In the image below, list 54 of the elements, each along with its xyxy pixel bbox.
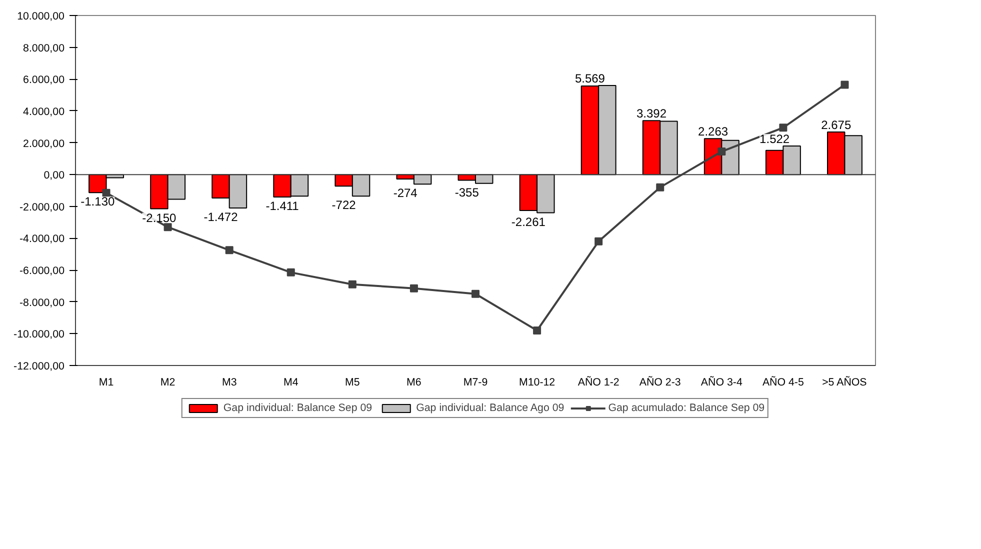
y-tick-label: 6.000,00	[23, 74, 65, 86]
y-tick-label: -12.000,00	[14, 360, 65, 372]
x-tick-label: AÑO 3-4	[700, 376, 742, 388]
point	[594, 237, 603, 246]
y-tick-label: -2.000,00	[19, 201, 65, 214]
x-tick-label: AÑO 4-5	[762, 376, 804, 388]
data-label: 3.392	[636, 106, 667, 121]
y-tick-label: 8.000,00	[23, 42, 65, 54]
x-tick-label: M10-12	[518, 376, 556, 388]
y-tick-label: 0,00	[44, 170, 65, 182]
y-tick-label: 10.000,00	[17, 10, 65, 22]
data-label: 1.522	[760, 132, 790, 146]
legend-label: Gap individual: Balance Sep 09	[223, 402, 372, 414]
data-label: -2.261	[511, 214, 546, 229]
x-tick-label: M3	[222, 376, 237, 388]
data-label: -355	[454, 185, 480, 200]
point	[840, 80, 849, 89]
y-tick-label: -4.000,00	[19, 233, 65, 246]
x-tick-label: M5	[345, 376, 360, 388]
point	[472, 290, 480, 298]
data-label: -1.472	[204, 210, 238, 224]
point	[410, 284, 418, 292]
data-label: 5.569	[574, 72, 606, 86]
point	[102, 188, 110, 197]
data-label: -1.411	[266, 199, 300, 214]
point	[225, 246, 234, 254]
data-label: 2.675	[821, 118, 852, 132]
data-label: -722	[332, 198, 356, 212]
x-tick-label: M1	[98, 376, 114, 388]
data-label: -274	[393, 186, 418, 200]
x-tick-label: M4	[283, 376, 298, 388]
point	[656, 183, 664, 192]
point	[348, 280, 356, 288]
y-tick-label: -6.000,00	[19, 265, 65, 278]
y-tick-label: -8.000,00	[19, 296, 65, 309]
x-tick-label: AÑO 1-2	[578, 376, 620, 388]
x-tick-label: >5 AÑOS	[822, 376, 867, 388]
point	[164, 223, 172, 232]
point	[779, 124, 788, 132]
x-tick-label: M7-9	[463, 376, 488, 388]
y-tick-label: -10.000,00	[14, 328, 65, 341]
data-label: -2.150	[142, 210, 177, 225]
data-label: -1.130	[80, 194, 115, 209]
point	[533, 326, 542, 334]
point	[286, 268, 295, 276]
x-tick-label: AÑO 2-3	[639, 376, 681, 388]
point	[718, 148, 726, 156]
x-tick-label: M6	[406, 376, 422, 388]
legend-label: Gap acumulado: Balance Sep 09	[608, 402, 765, 414]
legend-label: Gap individual: Balance Ago 09	[416, 402, 564, 414]
y-tick-label: 4.000,00	[23, 106, 65, 118]
data-label: 2.263	[698, 124, 728, 139]
x-tick-label: M2	[160, 376, 176, 388]
y-tick-label: 2.000,00	[23, 138, 65, 150]
